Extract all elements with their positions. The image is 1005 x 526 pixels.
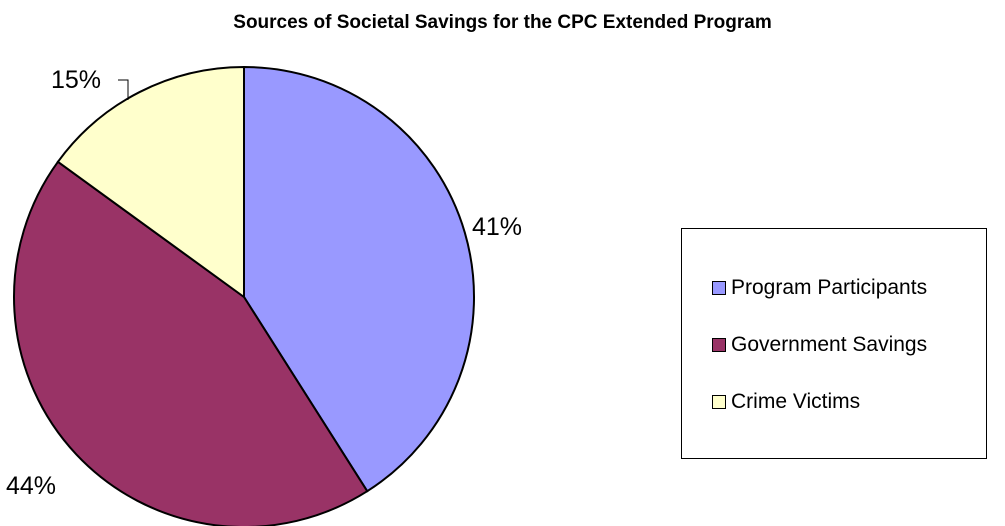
leader-line-crime-victims (118, 79, 129, 100)
pie-slice-government-savings (13, 160, 369, 526)
data-label-crime-victims: 15% (51, 66, 101, 94)
legend-swatch-crime-victims (712, 395, 726, 409)
legend-item-crime-victims: Crime Victims (712, 390, 860, 414)
legend-label-crime-victims: Crime Victims (731, 390, 861, 413)
legend: Program Participants Government Savings … (681, 228, 987, 459)
legend-swatch-program-participants (712, 281, 726, 295)
pie-slice-program-participants (243, 65, 475, 493)
chart-title: Sources of Societal Savings for the CPC … (233, 12, 772, 33)
data-label-program-participants: 41% (472, 213, 522, 241)
legend-label-government-savings: Government Savings (731, 333, 928, 356)
legend-item-government-savings: Government Savings (712, 333, 927, 357)
legend-label-program-participants: Program Participants (731, 276, 928, 299)
pie-slice-crime-victims (56, 65, 245, 299)
legend-item-program-participants: Program Participants (712, 276, 927, 300)
data-label-government-savings: 44% (6, 472, 56, 500)
legend-swatch-government-savings (712, 338, 726, 352)
